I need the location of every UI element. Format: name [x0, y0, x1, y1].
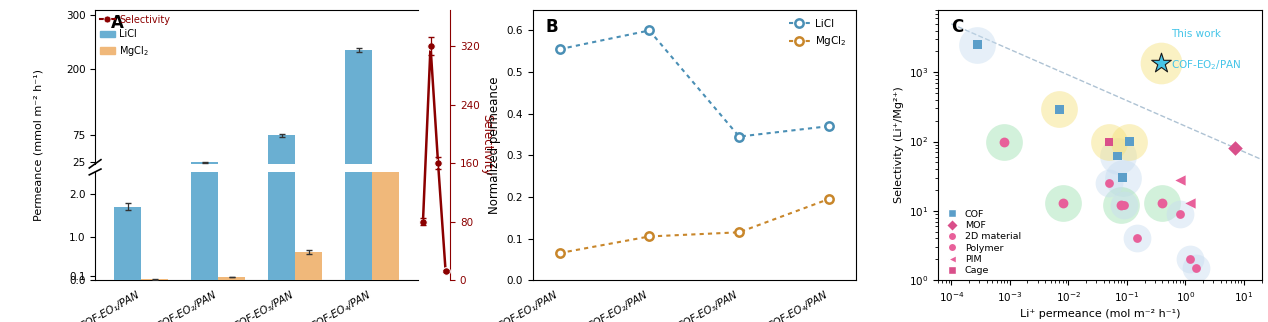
Point — [1169, 212, 1189, 217]
Text: B: B — [545, 18, 558, 36]
Point — [1181, 257, 1201, 262]
Point — [1169, 177, 1189, 183]
Point — [1099, 181, 1120, 186]
Point — [967, 42, 988, 47]
Bar — [218, 277, 245, 280]
Point — [1186, 265, 1206, 270]
Point — [1225, 146, 1245, 151]
Y-axis label: Normalized permeance: Normalized permeance — [488, 76, 501, 214]
Point — [1112, 175, 1132, 180]
Line: MgCl$_2$: MgCl$_2$ — [555, 195, 833, 257]
Bar — [345, 0, 373, 280]
Point — [1120, 139, 1140, 144]
Bar — [373, 166, 399, 175]
Bar — [191, 0, 218, 280]
Point — [1181, 257, 1201, 262]
Text: COF-EO$_2$/PAN: COF-EO$_2$/PAN — [1172, 58, 1241, 72]
LiCl — [642, 29, 657, 33]
Point — [1186, 265, 1206, 270]
Point — [1052, 200, 1073, 205]
Point — [1052, 200, 1073, 205]
Text: C: C — [951, 18, 964, 36]
Point — [1108, 153, 1129, 158]
MgCl$_2$ — [732, 230, 747, 234]
MgCl$_2$ — [642, 234, 657, 238]
Point — [1127, 236, 1148, 241]
Point — [1099, 139, 1120, 144]
Point — [1153, 200, 1173, 205]
Y-axis label: Selectivity (Li⁺/Mg²⁺): Selectivity (Li⁺/Mg²⁺) — [894, 87, 904, 203]
X-axis label: Li⁺ permeance (mol m⁻² h⁻¹): Li⁺ permeance (mol m⁻² h⁻¹) — [1019, 309, 1181, 319]
MgCl$_2$ — [552, 251, 567, 255]
Point — [967, 42, 988, 47]
Point — [1181, 200, 1201, 205]
Point — [1169, 212, 1189, 217]
Point — [994, 139, 1014, 144]
Point — [1151, 61, 1172, 66]
Point — [1111, 203, 1131, 208]
Point — [1099, 181, 1120, 186]
MgCl$_2$ — [822, 197, 837, 201]
Legend: COF, MOF, 2D material, Polymer, PIM, Cage: COF, MOF, 2D material, Polymer, PIM, Cag… — [943, 210, 1021, 275]
Text: This work: This work — [1172, 29, 1221, 39]
Legend: LiCl, MgCl$_2$: LiCl, MgCl$_2$ — [785, 15, 851, 52]
Y-axis label: Selectivity: Selectivity — [481, 114, 493, 176]
Point — [1153, 200, 1173, 205]
Point — [1108, 153, 1129, 158]
Legend: Selectivity, LiCl, MgCl$_2$: Selectivity, LiCl, MgCl$_2$ — [100, 14, 170, 58]
Bar — [345, 50, 373, 175]
Point — [1049, 107, 1069, 112]
Point — [1127, 236, 1148, 241]
Bar — [269, 136, 295, 175]
Bar — [373, 0, 399, 280]
Point — [1049, 107, 1069, 112]
Bar — [141, 279, 169, 280]
Bar — [191, 163, 218, 175]
Point — [1115, 203, 1135, 208]
Point — [1099, 139, 1120, 144]
Text: A: A — [112, 14, 124, 32]
Point — [1151, 61, 1172, 66]
Point — [1120, 139, 1140, 144]
Point — [1111, 203, 1131, 208]
Point — [1115, 203, 1135, 208]
LiCl — [732, 135, 747, 138]
Bar — [295, 252, 322, 280]
LiCl — [552, 47, 567, 51]
Line: LiCl: LiCl — [555, 26, 833, 141]
LiCl — [822, 124, 837, 128]
Bar — [269, 0, 295, 280]
Point — [994, 139, 1014, 144]
Point — [1112, 175, 1132, 180]
Bar — [114, 207, 141, 280]
Text: Permeance (mmol m⁻² h⁻¹): Permeance (mmol m⁻² h⁻¹) — [33, 69, 43, 221]
